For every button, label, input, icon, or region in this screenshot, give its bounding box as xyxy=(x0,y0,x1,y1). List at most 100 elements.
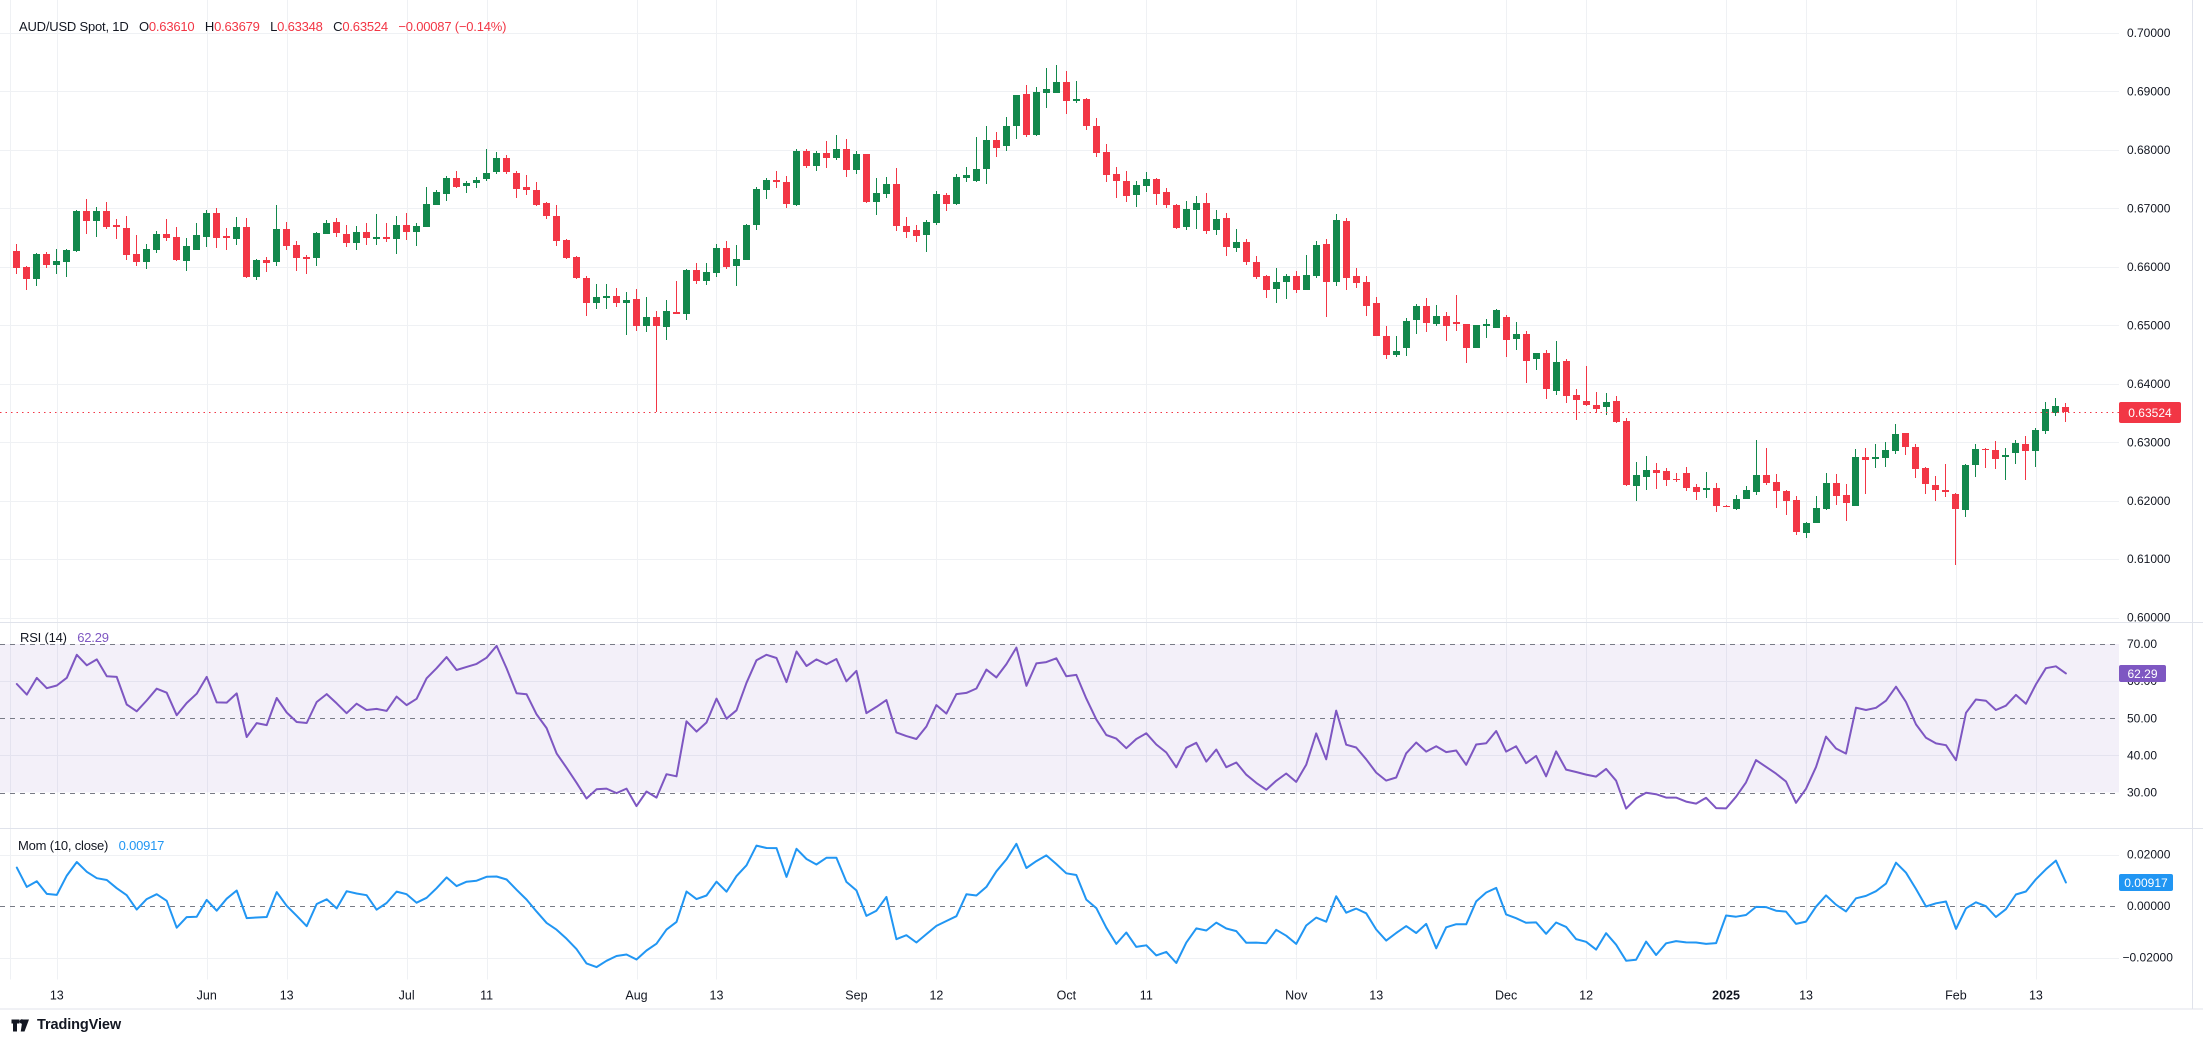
candle-body xyxy=(1803,523,1810,533)
candle xyxy=(83,199,90,234)
candle xyxy=(523,175,530,195)
candle-body xyxy=(1243,242,1250,262)
candle xyxy=(1353,268,1360,288)
candle xyxy=(513,171,520,198)
tradingview-logo[interactable]: TradingView xyxy=(11,1017,121,1033)
candle-wick xyxy=(166,219,167,241)
candle xyxy=(1583,366,1590,406)
candle xyxy=(613,288,620,307)
candle-body xyxy=(1013,95,1020,126)
candle xyxy=(813,151,820,171)
candle xyxy=(723,241,730,269)
candle-wick xyxy=(1586,366,1587,406)
candle-body xyxy=(833,149,840,158)
candle-body xyxy=(173,237,180,260)
candle-body xyxy=(1673,479,1680,480)
candle xyxy=(1153,178,1160,205)
candle-body xyxy=(1103,152,1110,175)
candle-body xyxy=(143,249,150,262)
candle-body xyxy=(533,190,540,205)
candle-body xyxy=(413,226,420,232)
candle-body xyxy=(1603,402,1610,407)
axis-tick-label: 0.69000 xyxy=(2127,84,2171,98)
candle xyxy=(473,177,480,188)
candle xyxy=(1972,444,1979,477)
candle-body xyxy=(1283,276,1290,282)
candle-wick xyxy=(136,235,137,266)
candle xyxy=(883,177,890,198)
axis-tick-label: 0.00000 xyxy=(2127,899,2171,913)
axis-tick-label: Aug xyxy=(625,989,647,1003)
candle-wick xyxy=(1056,65,1057,93)
candle xyxy=(1003,117,1010,151)
candle xyxy=(2032,428,2039,467)
candle xyxy=(363,223,370,245)
candle-body xyxy=(433,192,440,205)
candle xyxy=(1203,193,1210,234)
candle-body xyxy=(723,248,730,267)
candle-wick xyxy=(526,175,527,195)
candle-body xyxy=(933,194,940,223)
candle-wick xyxy=(836,135,837,160)
candle xyxy=(1023,85,1030,137)
candle xyxy=(1503,315,1510,357)
axis-tick-label: 30.00 xyxy=(2127,786,2157,800)
candle xyxy=(1273,268,1280,303)
candle-body xyxy=(1233,242,1240,248)
axis-tick-label: Jul xyxy=(399,989,415,1003)
candle-body xyxy=(1942,490,1949,492)
candle-body xyxy=(883,184,890,194)
candle xyxy=(1633,462,1640,501)
candle xyxy=(533,182,540,206)
axis-tick-label: 50.00 xyxy=(2127,711,2157,725)
candle xyxy=(893,168,900,231)
axis-tick-label: Nov xyxy=(1285,989,1308,1003)
candle xyxy=(803,149,810,168)
candle xyxy=(1233,229,1240,252)
candle-body xyxy=(263,260,270,263)
candle-body xyxy=(1623,421,1630,485)
candle-wick xyxy=(966,167,967,182)
candle xyxy=(923,220,930,252)
candle-body xyxy=(1823,483,1830,509)
candle-wick xyxy=(2065,403,2066,422)
candle-body xyxy=(243,227,250,277)
candle xyxy=(823,141,830,168)
ohlc-open-value: 0.63610 xyxy=(148,19,195,34)
candle xyxy=(1683,467,1690,491)
candle xyxy=(1183,201,1190,230)
candle-body xyxy=(123,228,130,255)
candle-body xyxy=(1523,334,1530,361)
axis-tick-label: 70.00 xyxy=(2127,637,2157,651)
candle-wick xyxy=(1536,353,1537,370)
candle xyxy=(93,207,100,237)
candle xyxy=(2022,436,2029,480)
ohlc-low-value: 0.63348 xyxy=(277,19,323,34)
candle xyxy=(23,266,30,290)
candle-wick xyxy=(1046,68,1047,108)
candle-body xyxy=(563,240,570,258)
rsi-legend-value: 62.29 xyxy=(77,630,109,645)
axis-tick-label: 40.00 xyxy=(2127,748,2157,762)
indicator-levels-layer xyxy=(0,644,2119,907)
candle xyxy=(1303,255,1310,290)
ohlc-close: C0.63524 xyxy=(333,19,388,34)
candle xyxy=(1423,298,1430,332)
rsi-value-badge: 62.29 xyxy=(2119,665,2166,682)
candle xyxy=(283,222,290,250)
candle xyxy=(1293,271,1300,293)
candle-body xyxy=(1723,506,1730,507)
candle xyxy=(1843,484,1850,521)
candle xyxy=(1263,275,1270,298)
candle-body xyxy=(1263,276,1270,290)
candle-wick xyxy=(676,281,677,314)
candle-body xyxy=(873,193,880,202)
candle xyxy=(1063,71,1070,114)
candle xyxy=(133,235,140,266)
candle xyxy=(1733,495,1740,510)
candle-body xyxy=(1023,94,1030,135)
candle-wick xyxy=(976,137,977,182)
candle-body xyxy=(1513,334,1520,339)
